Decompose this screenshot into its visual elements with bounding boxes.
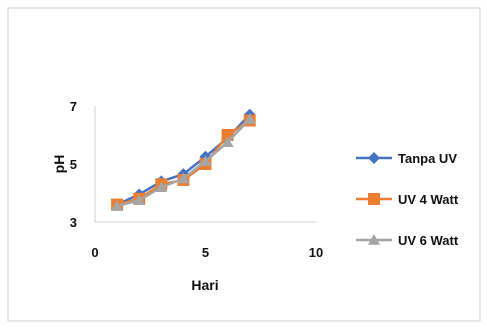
x-tick-label: 5: [202, 245, 209, 260]
series-3: [111, 113, 256, 211]
legend: Tanpa UV UV 4 Watt UV 6 Watt: [356, 151, 459, 248]
legend-marker: [368, 234, 380, 245]
data-point: [221, 136, 234, 148]
series-layer: [111, 108, 256, 211]
axes-layer: [94, 106, 316, 223]
data-point: [177, 172, 190, 184]
ticks-layer: 0 5 10 3 5 7: [70, 99, 323, 260]
x-tick-label: 10: [309, 245, 323, 260]
y-axis-title: pH: [51, 155, 67, 174]
legend-entry: UV 4 Watt: [356, 192, 459, 207]
legend-marker: [368, 193, 380, 205]
legend-entry: UV 6 Watt: [356, 233, 459, 248]
legend-label: UV 4 Watt: [398, 192, 459, 207]
data-point: [133, 194, 146, 206]
y-tick-label: 3: [70, 215, 77, 230]
x-tick-label: 0: [91, 245, 98, 260]
y-tick-label: 5: [70, 157, 77, 172]
legend-marker: [368, 152, 380, 164]
x-axis-title: Hari: [191, 277, 218, 293]
y-tick-label: 7: [70, 99, 77, 114]
legend-entry: Tanpa UV: [356, 151, 457, 166]
data-point: [199, 155, 212, 166]
chart-border: [7, 7, 481, 322]
data-point: [155, 181, 168, 192]
data-point: [243, 113, 256, 124]
legend-label: UV 6 Watt: [398, 233, 459, 248]
legend-label: Tanpa UV: [398, 151, 457, 166]
data-point: [111, 200, 124, 211]
